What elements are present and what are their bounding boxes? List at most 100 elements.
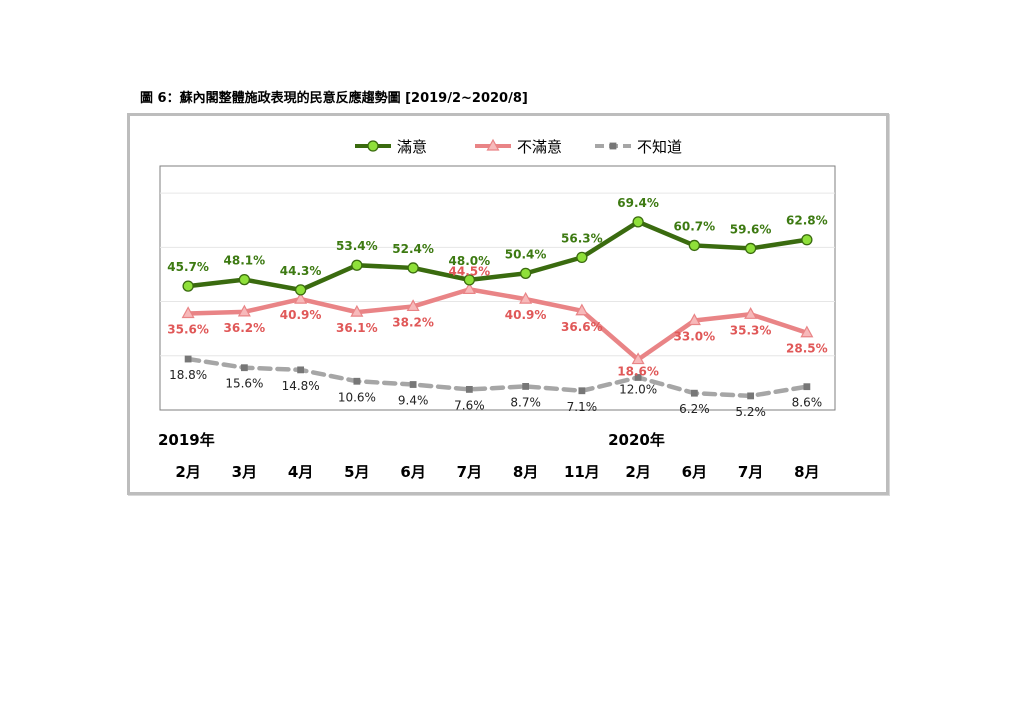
data-label-dis: 36.2% [224,321,266,335]
data-point-sat [463,274,476,286]
data-label-sat: 62.8% [786,214,828,228]
legend-label-sat: 滿意 [397,138,427,156]
data-label-dis: 28.5% [786,342,828,356]
line-chart: 滿意 不滿意 不知道 45.7% 48.1% 44.3% 53.4% 52.4% 48.0% 5… [158,138,836,481]
data-label-unk: 8.7% [510,395,541,409]
data-point-unk [522,383,530,390]
figure-title: 圖 6：蘇內閣整體施政表現的民意反應趨勢圖 [2019/2~2020/8] [140,91,528,106]
data-point-dis [294,291,308,304]
data-label-sat: 48.0% [449,254,491,268]
chart-legend: 滿意 不滿意 不知道 [355,138,682,156]
data-point-dis [687,313,701,326]
year-label: 2020年 [608,431,665,449]
data-point-dis [519,291,533,304]
x-tick-label: 11月 [564,463,600,481]
data-label-dis: 36.1% [336,321,378,335]
data-point-unk [578,387,586,395]
data-label-unk: 7.1% [567,400,598,414]
legend-label-dis: 不滿意 [517,138,562,156]
data-point-unk [634,374,642,381]
data-point-unk [297,366,305,374]
data-label-dis: 33.0% [674,330,716,344]
legend-marker-dis [486,138,500,151]
data-label-sat: 48.1% [224,254,266,268]
data-point-dis [350,304,364,317]
legend-label-unk: 不知道 [637,138,682,156]
year-label: 2019年 [158,431,215,449]
data-label-dis: 40.9% [505,308,547,322]
x-tick-label: 4月 [288,463,313,481]
x-tick-label: 7月 [738,463,763,481]
data-label-dis: 18.6% [617,365,659,379]
data-label-unk: 14.8% [282,379,320,393]
data-label-unk: 10.6% [338,390,376,404]
data-label-unk: 15.6% [225,377,263,391]
x-tick-label: 6月 [682,463,707,481]
data-label-sat: 60.7% [674,219,716,233]
data-label-sat: 50.4% [505,247,547,261]
data-label-unk: 7.6% [454,398,485,412]
series-line-dis [185,287,810,362]
data-label-sat: 45.7% [167,260,209,274]
legend-marker-sat [367,140,379,152]
x-tick-label: 7月 [457,463,482,481]
data-point-dis [575,303,589,316]
data-point-sat [182,280,194,292]
data-point-unk [465,385,473,393]
data-label-sat: 44.3% [280,264,322,278]
data-point-sat [238,273,251,286]
data-point-unk [240,364,248,372]
data-point-unk [353,377,361,385]
data-point-sat [632,216,644,228]
data-point-dis [406,299,420,312]
data-point-sat [407,262,419,274]
data-label-dis: 35.6% [167,322,209,336]
data-label-sat: 69.4% [617,196,659,210]
data-point-sat [688,239,701,252]
data-point-sat [576,251,588,264]
data-point-dis [631,352,645,365]
x-tick-label: 6月 [400,463,425,481]
series-line-unk [185,356,810,399]
data-label-sat: 53.4% [336,239,378,253]
data-point-unk [803,383,811,391]
plot-area: 45.7% 48.1% 44.3% 53.4% 52.4% 48.0% 50.4% 56.3%… [159,165,836,419]
data-label-dis: 36.6% [561,320,603,334]
x-tick-label: 3月 [232,463,257,481]
chart-frame: 滿意 不滿意 不知道 45.7% 48.1% 44.3% 53.4% 52.4% 48.0% 5… [127,113,889,495]
data-label-unk: 8.6% [792,396,823,410]
data-point-dis [181,306,195,319]
x-tick-label: 5月 [344,463,369,481]
data-label-unk: 9.4% [398,394,429,408]
data-point-unk [690,389,698,397]
data-label-sat: 56.3% [561,231,603,245]
legend-marker-unk [609,142,617,150]
data-label-dis: 35.3% [730,323,772,337]
data-point-dis [462,282,476,294]
data-point-dis [800,325,814,338]
data-point-unk [184,355,192,363]
data-label-unk: 6.2% [679,402,710,416]
x-axis: 2019年 2020年 2月 3月 4月 5月 6月 7月 8月 11月 2月 6月 7月 8月 [158,431,820,481]
data-point-dis [744,307,758,319]
data-label-unk: 5.2% [735,405,766,419]
data-label-unk: 18.8% [169,368,207,382]
data-point-unk [747,392,755,400]
data-point-sat [351,259,363,271]
x-tick-label: 2月 [625,463,650,481]
data-label-sat: 52.4% [392,242,434,256]
data-point-sat [744,242,757,255]
data-label-sat: 59.6% [730,222,772,236]
x-tick-label: 2月 [175,463,200,481]
data-label-dis: 44.5% [449,264,491,278]
series-line-sat [185,219,810,293]
plot-border [159,165,836,411]
data-point-unk [409,381,417,388]
data-point-sat [519,267,532,280]
x-tick-label: 8月 [794,463,819,481]
data-label-dis: 40.9% [280,308,322,322]
data-point-sat [801,234,813,246]
x-tick-label: 8月 [513,463,538,481]
data-point-sat [294,284,307,296]
data-label-unk: 12.0% [619,382,657,396]
